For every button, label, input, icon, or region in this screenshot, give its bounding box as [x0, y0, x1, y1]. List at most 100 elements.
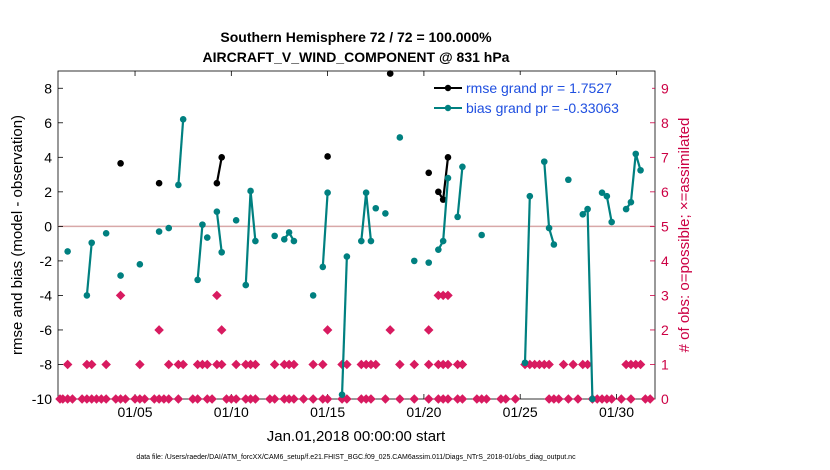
obs-count-marker [289, 359, 299, 370]
obs-count-marker [443, 394, 453, 404]
obs-count-marker [443, 290, 453, 301]
data-file-note: data file: /Users/raeder/DAI/ATM_forcXX/… [136, 454, 576, 461]
obs-count-marker [308, 359, 318, 370]
obs-count-marker [173, 394, 184, 404]
obs-count-marker [443, 359, 453, 370]
bias-point [526, 192, 534, 200]
bias-point [83, 292, 91, 299]
x-axis-label: Jan.01,2018 00:00:00 start [267, 428, 446, 445]
bias-point [155, 228, 163, 235]
obs-count-marker [192, 394, 203, 404]
legend-box [426, 75, 652, 119]
y-right-tick-label: 7 [661, 149, 669, 165]
bias-point [232, 217, 240, 224]
bias-point [545, 224, 553, 232]
obs-count-marker [163, 359, 174, 370]
bias-point [88, 239, 96, 247]
obs-count-marker [573, 394, 583, 404]
bias-point [102, 229, 110, 237]
obs-count-marker [544, 359, 554, 370]
series-lines [64, 70, 644, 403]
y-tick-label: -10 [32, 391, 52, 407]
bias-line-segment [85, 242, 93, 296]
bias-line-segment [321, 192, 329, 268]
bias-point [175, 181, 182, 189]
bias-line-segment [177, 119, 185, 186]
bias-point [213, 208, 221, 215]
bias-point [478, 231, 485, 239]
y-right-tick-label: 0 [661, 391, 669, 407]
rmse-point [213, 179, 221, 187]
obs-count-marker [62, 359, 73, 370]
obs-count-marker [370, 359, 381, 370]
bias-point [117, 272, 124, 279]
y-tick-label: 2 [44, 184, 52, 200]
obs-count-marker [269, 359, 280, 370]
y-tick-label: -6 [40, 322, 53, 338]
obs-count-marker [626, 394, 636, 404]
bias-point [584, 205, 591, 213]
bias-point [280, 236, 288, 243]
chart-subtitle: AIRCRAFT_V_WIND_COMPONENT @ 831 hPa [203, 49, 510, 65]
legend-rmse-marker [444, 84, 452, 92]
x-axis: 01/05 01/10 01/15 01/20 01/25 01/30 [118, 71, 634, 420]
bias-point [459, 163, 466, 171]
y-right-tick-label: 1 [661, 356, 669, 372]
obs-count-marker [645, 394, 655, 404]
rmse-point [425, 169, 433, 177]
rmse-point [439, 196, 447, 203]
y-axis-right: 9 8 7 6 5 4 3 2 1 0 [650, 80, 669, 407]
obs-count-marker [231, 394, 241, 404]
obs-count-marker [385, 325, 395, 335]
bias-point [290, 237, 298, 245]
obs-count-marker [457, 359, 468, 370]
obs-count-marker [510, 394, 521, 404]
bias-point [338, 391, 346, 398]
chart-title: Southern Hemisphere 72 / 72 = 100.000% [220, 29, 492, 45]
bias-point [309, 292, 317, 299]
bias-point [608, 218, 615, 226]
y-right-tick-label: 3 [661, 287, 669, 303]
rmse-point [324, 153, 331, 160]
bias-point [136, 261, 144, 268]
obs-count-marker [67, 394, 78, 404]
bias-line-segment [456, 166, 464, 217]
plot-area [57, 70, 656, 400]
obs-count-marker [250, 394, 261, 404]
legend: rmse grand pr = 1.7527 bias grand pr = -… [426, 75, 652, 119]
obs-count-marker [322, 325, 333, 335]
obs-count-marker [207, 394, 217, 404]
y-axis-left: 8 6 4 2 0 -2 -4 -6 -8 -10 [32, 80, 63, 407]
bias-point [579, 210, 587, 218]
y-tick-label: -2 [40, 253, 53, 269]
obs-count-marker [481, 394, 492, 404]
obs-count-marker [115, 290, 126, 301]
y-right-tick-label: 5 [661, 218, 669, 234]
bias-point [540, 158, 548, 165]
bias-line-segment [340, 256, 348, 395]
bias-point [425, 259, 433, 266]
bias-point [598, 189, 606, 197]
bias-point [343, 253, 351, 260]
obs-count-marker [553, 394, 564, 404]
y-right-tick-label: 6 [661, 184, 669, 200]
y-tick-label: 4 [44, 149, 52, 165]
obs-count-marker [558, 359, 569, 370]
bias-point [247, 187, 254, 195]
obs-count-marker [409, 394, 420, 404]
rmse-line-segment [215, 157, 223, 184]
x-tick-label: 01/20 [406, 404, 441, 420]
bias-point [550, 241, 558, 248]
bias-point [435, 246, 442, 253]
bias-line-segment [625, 153, 642, 210]
legend-bias-marker [444, 104, 452, 112]
y-tick-label: 0 [44, 218, 52, 234]
bias-line-segment [196, 224, 204, 280]
bias-point [627, 198, 635, 206]
x-tick-label: 01/10 [214, 404, 249, 420]
bias-point [362, 189, 370, 197]
bias-point [603, 192, 611, 200]
y-tick-label: 6 [44, 115, 52, 131]
obs-count-marker [568, 359, 578, 370]
y-tick-label: -8 [40, 356, 53, 372]
